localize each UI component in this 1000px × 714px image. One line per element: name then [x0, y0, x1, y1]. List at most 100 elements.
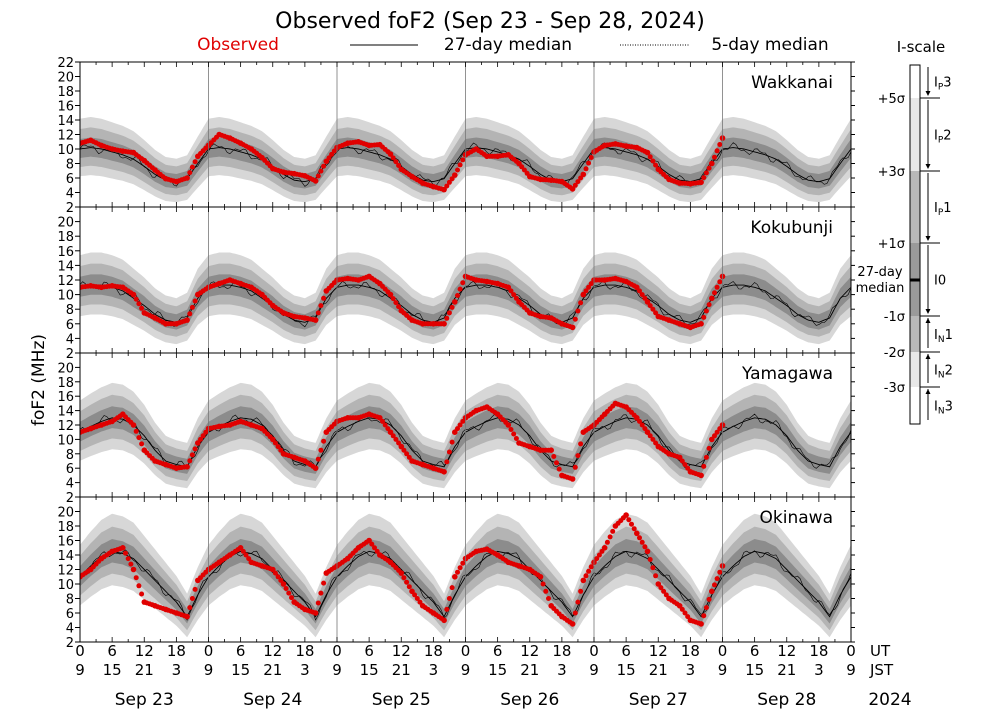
- observed-point: [580, 577, 587, 584]
- observed-point: [650, 565, 656, 571]
- observed-point: [629, 521, 634, 527]
- observed-point: [460, 157, 466, 163]
- y-tick-label: 16: [57, 390, 74, 405]
- y-tick-label: 10: [57, 289, 74, 304]
- observed-point: [321, 438, 327, 444]
- y-tick-label: 2: [66, 636, 74, 651]
- observed-point: [682, 610, 688, 616]
- y-tick-label: 4: [66, 622, 74, 637]
- observed-point: [452, 574, 458, 580]
- observed-point: [639, 292, 645, 298]
- observed-point: [701, 463, 707, 469]
- observed-point: [184, 175, 190, 181]
- observed-point: [130, 422, 137, 428]
- ut-tick-label: 0: [204, 642, 214, 660]
- observed-point: [658, 585, 664, 591]
- observed-point: [393, 436, 399, 442]
- observed-point: [511, 431, 517, 437]
- iscale-class-label: I0: [934, 274, 946, 289]
- observed-point: [382, 422, 388, 428]
- y-tick-label: 10: [57, 433, 74, 448]
- observed-point: [195, 440, 201, 446]
- observed-point: [701, 613, 707, 619]
- y-tick-label: 6: [66, 318, 74, 333]
- y-tick-label: 8: [66, 448, 74, 463]
- observed-point: [543, 588, 549, 594]
- jst-tick-label: 9: [718, 661, 728, 679]
- observed-point: [130, 291, 137, 298]
- iscale-sigma-label: +5σ: [878, 92, 905, 107]
- station-name: Okinawa: [760, 508, 833, 528]
- iscale-sigma-label: +1σ: [878, 237, 905, 252]
- jst-tick-label: 15: [617, 661, 636, 679]
- observed-point: [189, 596, 195, 601]
- jst-tick-label: 15: [488, 661, 507, 679]
- jst-tick-label: 15: [103, 661, 122, 679]
- observed-point: [575, 453, 581, 459]
- observed-point: [569, 476, 576, 482]
- observed-point: [372, 545, 377, 551]
- observed-point: [192, 446, 198, 452]
- observed-point: [712, 433, 717, 439]
- observed-point: [237, 545, 244, 551]
- y-tick-label: 2: [66, 491, 74, 506]
- observed-point: [642, 544, 648, 550]
- observed-point: [698, 621, 704, 627]
- observed-point: [280, 581, 287, 587]
- observed-point: [508, 427, 514, 432]
- legend-observed-label: Observed: [197, 35, 279, 55]
- observed-point: [387, 291, 394, 298]
- observed-point: [513, 436, 519, 441]
- iscale-arrowhead: [925, 236, 931, 241]
- iscale-arrowhead: [925, 309, 931, 314]
- y-tick-label: 18: [57, 85, 74, 100]
- observed-point: [586, 284, 592, 290]
- y-tick-label: 18: [57, 230, 74, 245]
- observed-point: [698, 179, 704, 186]
- observed-point: [685, 614, 691, 620]
- observed-point: [189, 304, 195, 310]
- iscale-median-label: median: [856, 281, 905, 296]
- ut-tick-label: 18: [424, 642, 443, 660]
- ut-tick-label: 6: [750, 642, 760, 660]
- iscale-segment: [910, 243, 920, 280]
- observed-point: [444, 459, 450, 465]
- observed-point: [511, 292, 517, 298]
- station-name: Kokubunji: [750, 218, 833, 238]
- y-tick-label: 14: [57, 114, 74, 129]
- jst-tick-label: 15: [745, 661, 764, 679]
- jst-tick-label: 9: [332, 661, 342, 679]
- observed-point: [452, 172, 458, 178]
- station-name: Yamagawa: [741, 364, 833, 384]
- y-tick-label: 8: [66, 158, 74, 173]
- ut-tick-label: 6: [493, 642, 503, 660]
- legend-5day-label: 5-day median: [711, 35, 828, 55]
- observed-point: [133, 296, 139, 302]
- ut-tick-label: 18: [295, 642, 314, 660]
- jst-tick-label: 3: [300, 661, 310, 679]
- observed-point: [120, 545, 126, 551]
- y-axis-title: foF2 (MHz): [29, 334, 49, 426]
- observed-point: [569, 186, 576, 192]
- observed-point: [639, 539, 645, 545]
- observed-point: [321, 580, 327, 586]
- observed-point: [505, 284, 512, 291]
- observed-point: [682, 462, 688, 468]
- observed-point: [318, 447, 324, 453]
- y-tick-label: 20: [57, 216, 74, 231]
- observed-point: [575, 599, 581, 605]
- observed-point: [396, 304, 402, 310]
- observed-point: [192, 159, 198, 165]
- observed-point: [604, 539, 610, 545]
- observed-point: [572, 316, 578, 322]
- jst-tick-label: 9: [75, 661, 85, 679]
- jst-tick-label: 15: [231, 661, 250, 679]
- observed-point: [401, 575, 407, 581]
- observed-point: [703, 170, 709, 176]
- observed-point: [326, 155, 332, 161]
- iscale-class-label: IP3: [934, 76, 952, 93]
- observed-point: [396, 163, 402, 168]
- y-tick-label: 20: [57, 506, 74, 521]
- y-tick-label: 16: [57, 535, 74, 550]
